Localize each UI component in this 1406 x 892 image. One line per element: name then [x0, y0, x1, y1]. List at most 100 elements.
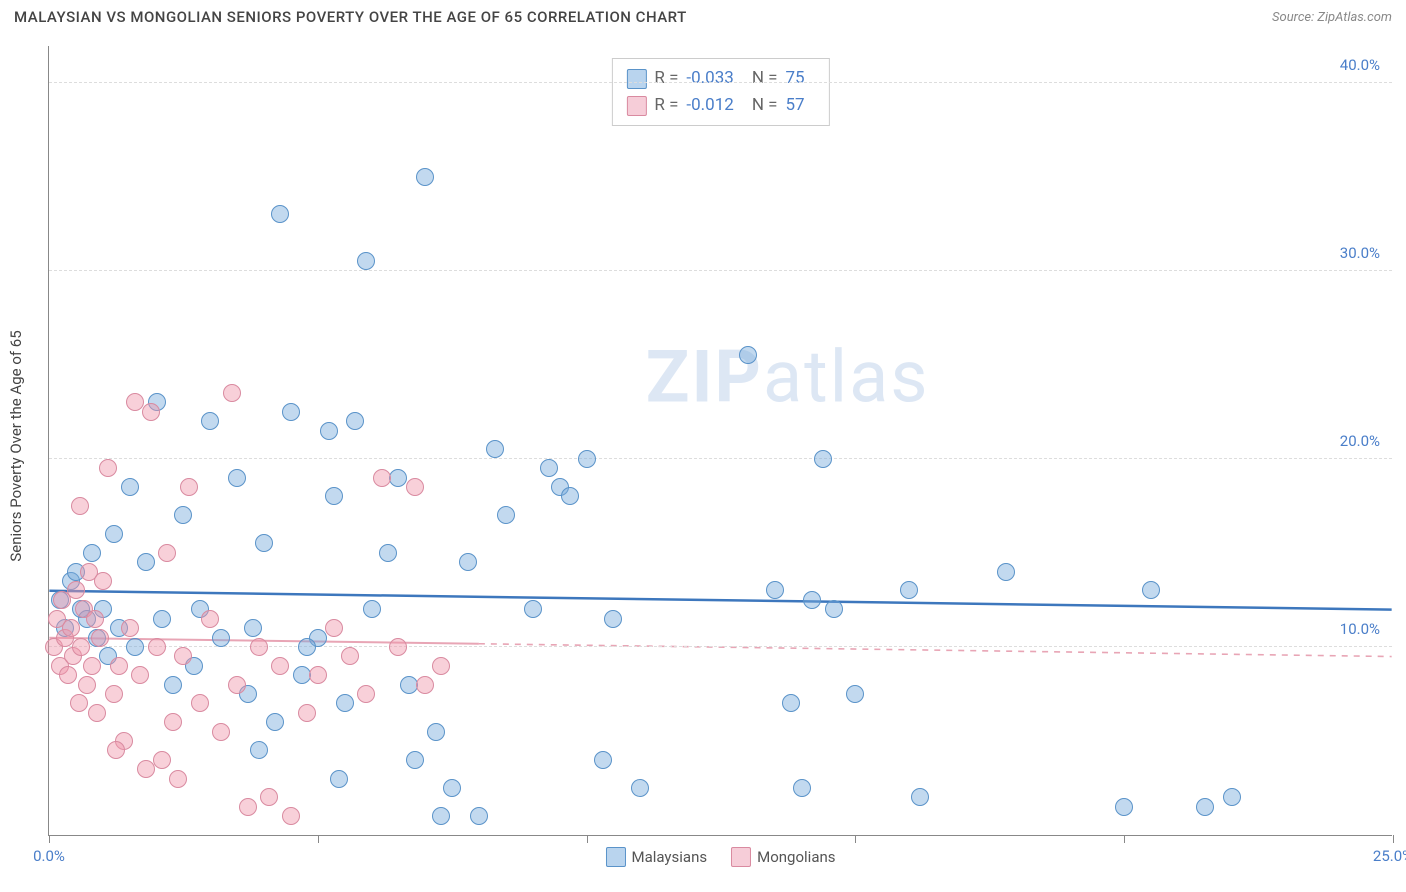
- legend-swatch-mongolians: [731, 847, 751, 867]
- r-label: R =: [654, 92, 678, 119]
- scatter-point: [212, 629, 230, 647]
- scatter-point: [250, 638, 268, 656]
- scatter-point: [406, 751, 424, 769]
- scatter-point: [330, 770, 348, 788]
- scatter-point: [174, 506, 192, 524]
- scatter-point: [223, 384, 241, 402]
- scatter-point: [782, 694, 800, 712]
- scatter-point: [121, 619, 139, 637]
- scatter-point: [578, 450, 596, 468]
- scatter-point: [228, 676, 246, 694]
- legend-label-malaysians: Malaysians: [631, 848, 707, 866]
- scatter-point: [459, 553, 477, 571]
- scatter-point: [121, 478, 139, 496]
- title-bar: MALAYSIAN VS MONGOLIAN SENIORS POVERTY O…: [0, 0, 1406, 30]
- scatter-point: [137, 760, 155, 778]
- scatter-point: [148, 638, 166, 656]
- scatter-point: [228, 469, 246, 487]
- scatter-point: [793, 779, 811, 797]
- scatter-point: [432, 807, 450, 825]
- scatter-point: [99, 459, 117, 477]
- scatter-point: [201, 610, 219, 628]
- scatter-point: [67, 581, 85, 599]
- legend-item-mongolians: Mongolians: [731, 847, 835, 867]
- scatter-point: [180, 478, 198, 496]
- scatter-point: [244, 619, 262, 637]
- watermark: ZIPatlas: [646, 335, 930, 420]
- scatter-point: [72, 638, 90, 656]
- scatter-point: [260, 788, 278, 806]
- scatter-point: [1142, 581, 1160, 599]
- scatter-point: [250, 741, 268, 759]
- scatter-point: [540, 459, 558, 477]
- scatter-point: [336, 694, 354, 712]
- trend-lines: [49, 46, 1392, 835]
- r-value-mongolians: -0.012: [686, 92, 733, 119]
- scatter-point: [389, 469, 407, 487]
- scatter-point: [59, 666, 77, 684]
- scatter-point: [105, 525, 123, 543]
- r-label: R =: [654, 65, 678, 92]
- scatter-point: [416, 676, 434, 694]
- watermark-rest: atlas: [763, 335, 930, 420]
- scatter-point: [169, 770, 187, 788]
- scatter-point: [153, 610, 171, 628]
- scatter-point: [298, 638, 316, 656]
- x-tick: [1393, 835, 1394, 843]
- n-label: N =: [752, 92, 778, 119]
- scatter-point: [443, 779, 461, 797]
- scatter-point: [325, 487, 343, 505]
- scatter-point: [212, 723, 230, 741]
- scatter-point: [70, 694, 88, 712]
- scatter-point: [803, 591, 821, 609]
- y-tick-label: 30.0%: [1340, 244, 1380, 262]
- legend-item-malaysians: Malaysians: [605, 847, 707, 867]
- x-tick: [1124, 835, 1125, 843]
- scatter-point: [83, 544, 101, 562]
- scatter-point: [470, 807, 488, 825]
- scatter-point: [201, 412, 219, 430]
- series-legend: Malaysians Mongolians: [605, 847, 835, 867]
- x-tick-label: 25.0%: [1373, 847, 1406, 865]
- scatter-point: [357, 685, 375, 703]
- y-tick-label: 10.0%: [1340, 620, 1380, 638]
- scatter-point: [91, 629, 109, 647]
- scatter-point: [1196, 798, 1214, 816]
- scatter-point: [164, 676, 182, 694]
- source-label: Source: ZipAtlas.com: [1272, 10, 1392, 25]
- x-tick-label: 0.0%: [33, 847, 65, 865]
- scatter-point: [105, 685, 123, 703]
- scatter-point: [363, 600, 381, 618]
- scatter-point: [432, 657, 450, 675]
- scatter-point: [379, 544, 397, 562]
- scatter-point: [524, 600, 542, 618]
- y-axis-label: Seniors Poverty Over the Age of 65: [7, 330, 25, 561]
- scatter-point: [320, 422, 338, 440]
- scatter-point: [825, 600, 843, 618]
- scatter-point: [1115, 798, 1133, 816]
- legend-label-mongolians: Mongolians: [757, 848, 835, 866]
- scatter-point: [78, 676, 96, 694]
- scatter-point: [309, 666, 327, 684]
- n-value-mongolians: 57: [786, 92, 805, 119]
- scatter-point: [110, 657, 128, 675]
- stats-legend-box: R = -0.033 N = 75 R = -0.012 N = 57: [611, 58, 829, 126]
- scatter-point: [346, 412, 364, 430]
- scatter-point: [911, 788, 929, 806]
- scatter-point: [416, 168, 434, 186]
- scatter-point: [142, 403, 160, 421]
- n-label: N =: [752, 65, 778, 92]
- scatter-point: [997, 563, 1015, 581]
- scatter-point: [271, 205, 289, 223]
- scatter-point: [325, 619, 343, 637]
- gridline: [49, 270, 1392, 271]
- scatter-point: [266, 713, 284, 731]
- stats-row-malaysians: R = -0.033 N = 75: [626, 65, 814, 92]
- scatter-point: [191, 694, 209, 712]
- scatter-point: [357, 252, 375, 270]
- scatter-point: [604, 610, 622, 628]
- y-tick-label: 20.0%: [1340, 432, 1380, 450]
- scatter-point: [107, 741, 125, 759]
- chart-plot-area: ZIPatlas R = -0.033 N = 75 R = -0.012 N …: [48, 46, 1392, 836]
- scatter-point: [739, 346, 757, 364]
